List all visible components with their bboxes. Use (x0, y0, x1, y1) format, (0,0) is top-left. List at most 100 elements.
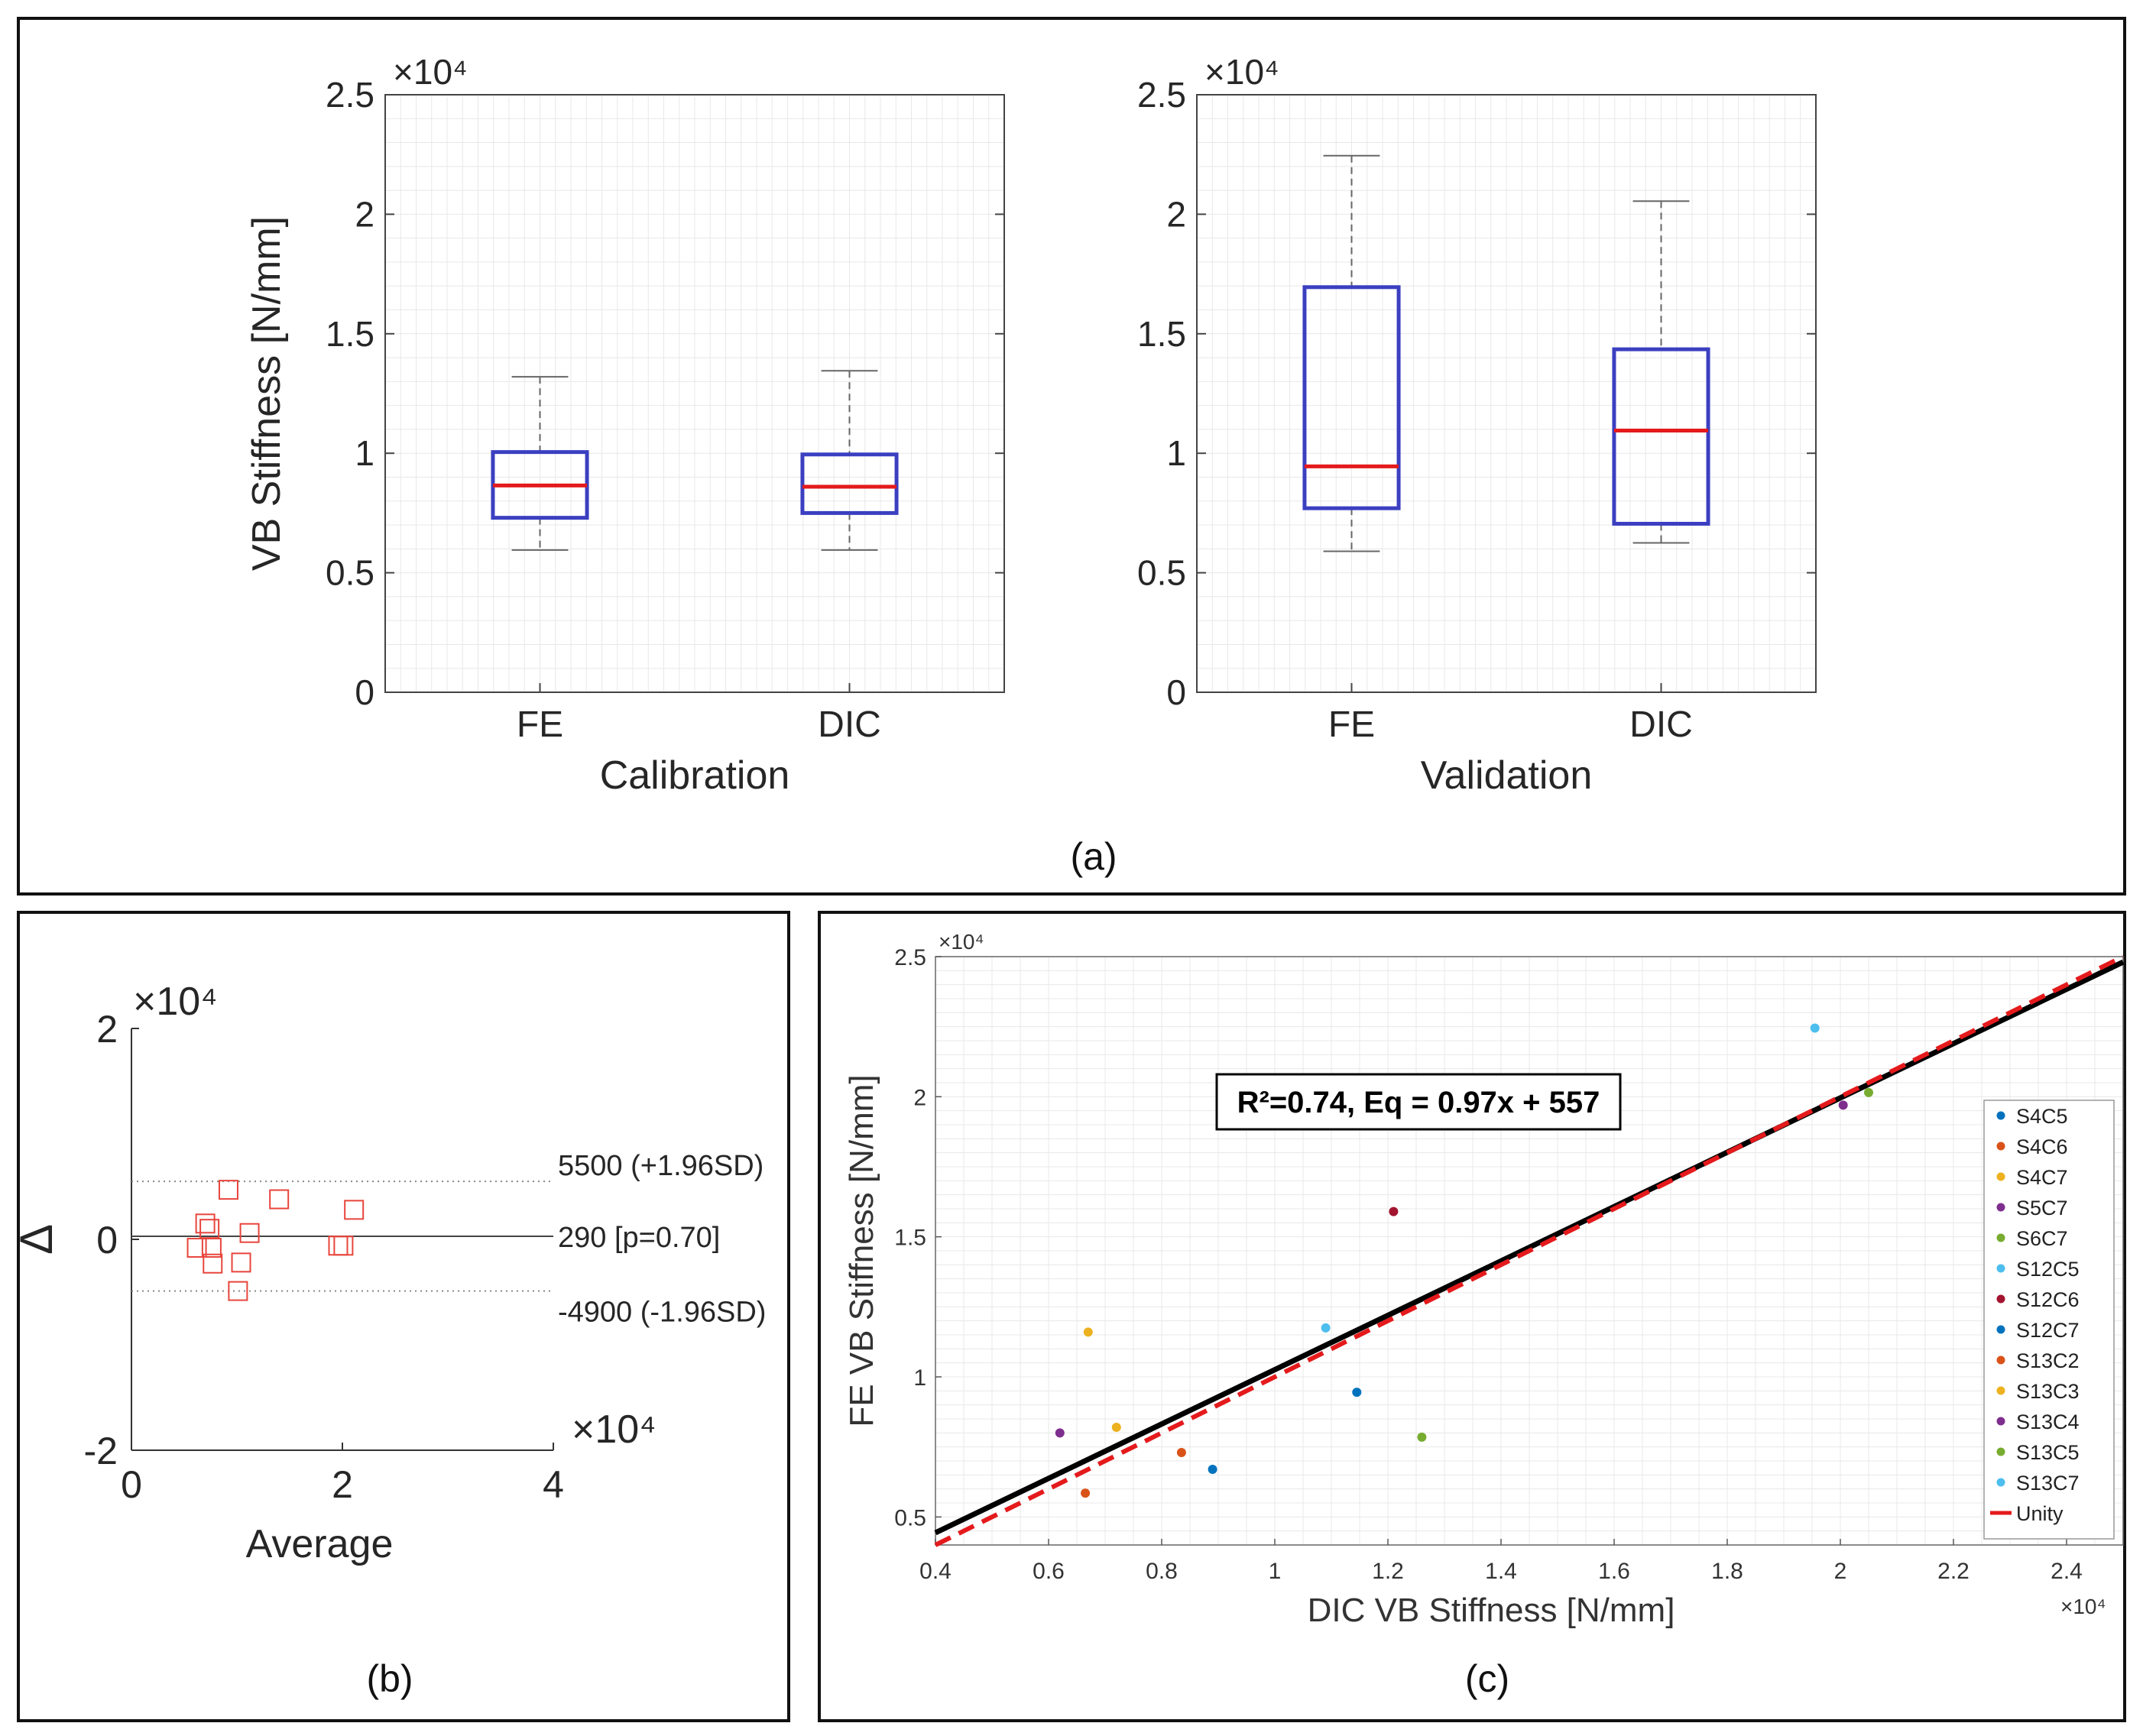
reference-line-label: 290 [p=0.70] (558, 1222, 720, 1254)
y-tick-label: -2 (84, 1430, 118, 1472)
y-tick-label: 0.5 (894, 1505, 926, 1530)
axis-exponent: ×10⁴ (1204, 52, 1279, 92)
data-point-square (239, 1223, 260, 1243)
x-tick-label: 0.4 (919, 1559, 952, 1584)
data-point (1810, 1023, 1820, 1033)
legend-entry: S13C2 (2016, 1349, 2080, 1372)
legend-marker (1996, 1478, 2005, 1487)
data-point (1081, 1488, 1091, 1498)
data-point (1176, 1448, 1186, 1457)
y-tick-label: 1 (913, 1365, 926, 1391)
data-point-square (231, 1252, 251, 1273)
y-tick-label: 0 (1166, 672, 1186, 712)
data-point-square (203, 1253, 223, 1274)
legend-marker (1996, 1172, 2005, 1181)
boxplot-calibration: 0 0.5 1 1.5 2 2.5 ×10⁴ FE DIC Calibration VB Stiff… (245, 52, 1005, 798)
correlation-scatter-plot: 0.4 0.6 0.8 1 1.2 1.4 1.6 1.8 2 2.2 2.4 0.5 1 1.5 2 2.5… (843, 930, 2125, 1629)
axes-frame (935, 956, 2124, 1546)
x-axis-label: Calibration (600, 753, 790, 798)
x-axis-label: DIC VB Stiffness [N/mm] (1308, 1592, 1675, 1629)
x-tick-label: 2 (1834, 1559, 1847, 1584)
x-tick-label: FE (517, 704, 563, 745)
data-point-square (218, 1180, 238, 1200)
x-tick-label: 1.8 (1711, 1559, 1743, 1584)
y-axis-label: Δ (11, 1224, 62, 1255)
legend-entry: S13C7 (2016, 1472, 2080, 1495)
y-axis-exponent: ×10⁴ (133, 980, 218, 1024)
data-point (1838, 1100, 1848, 1110)
box-iqr (1612, 347, 1710, 526)
panel-label-c: (c) (1465, 1657, 1509, 1700)
panel-b: -2 0 2 0 2 4 ×10⁴ ×10⁴ Average Δ 5500 (+1.96SD) 290… (11, 911, 790, 1722)
x-tick-label: 1.4 (1485, 1559, 1517, 1584)
data-point-square (333, 1236, 354, 1256)
x-tick-label: 4 (543, 1463, 564, 1506)
y-tick-label: 0.5 (1137, 553, 1186, 593)
data-point-square (344, 1200, 365, 1220)
legend-marker (1996, 1386, 2005, 1395)
x-tick-label: FE (1328, 704, 1375, 745)
x-tick-label: DIC (818, 704, 881, 745)
y-tick-label: 2 (1166, 194, 1186, 234)
x-tick-label: 1.6 (1598, 1559, 1630, 1584)
box-iqr (800, 452, 899, 515)
reference-line-label: -4900 (-1.96SD) (558, 1297, 766, 1329)
legend-entry: S4C6 (2016, 1135, 2068, 1158)
y-axis-label: FE VB Stiffness [N/mm] (843, 1074, 880, 1427)
data-point-square (199, 1219, 220, 1239)
x-axis-label: Average (246, 1522, 394, 1566)
legend-box (1983, 1100, 2115, 1540)
legend-entry: S4C5 (2016, 1105, 2068, 1128)
data-point-square (328, 1236, 349, 1256)
y-axis-exponent: ×10⁴ (939, 930, 984, 954)
legend-marker (1996, 1111, 2005, 1120)
data-point (1208, 1465, 1217, 1474)
data-point-square (201, 1238, 222, 1258)
y-tick-label: 2 (96, 1008, 118, 1051)
panel-label-b: (b) (366, 1657, 413, 1700)
y-tick-label: 2.5 (326, 75, 374, 115)
x-axis-exponent: ×10⁴ (2060, 1595, 2106, 1618)
legend-marker (1996, 1325, 2005, 1334)
legend-entry: S5C7 (2016, 1197, 2068, 1219)
legend-entry: S12C6 (2016, 1288, 2080, 1311)
legend-entry: S12C5 (2016, 1258, 2080, 1281)
x-axis-label: Validation (1421, 753, 1593, 798)
x-tick-label: 2.2 (1937, 1559, 1970, 1584)
annotation-text: R²=0.74, Eq = 0.97x + 557 (1237, 1086, 1600, 1119)
legend-entry: S13C4 (2016, 1410, 2080, 1433)
legend-entry: Unity (2016, 1502, 2064, 1525)
axes-frame (384, 94, 1005, 693)
data-point (1321, 1323, 1331, 1333)
x-tick-label: 0.8 (1146, 1559, 1178, 1584)
y-tick-label: 0.5 (326, 553, 374, 593)
y-tick-label: 2 (913, 1085, 926, 1110)
box-iqr (1302, 285, 1401, 510)
legend-marker (1996, 1294, 2005, 1304)
y-tick-label: 2.5 (894, 945, 926, 970)
legend-marker (1996, 1355, 2005, 1365)
axes-frame (1196, 94, 1817, 693)
legend-entry: S4C7 (2016, 1166, 2068, 1189)
x-tick-label: 2 (332, 1463, 353, 1506)
legend-entry: S13C5 (2016, 1441, 2080, 1464)
boxplot-figure: 0 0.5 1 1.5 2 2.5 ×10⁴ FE DIC Calibration VB Stiff… (245, 52, 1817, 878)
y-tick-label: 1.5 (1137, 314, 1186, 354)
data-point-square (195, 1213, 216, 1234)
legend-marker (1996, 1447, 2005, 1456)
data-point (1864, 1087, 1873, 1097)
scatter-figure: 0.4 0.6 0.8 1 1.2 1.4 1.6 1.8 2 2.2 2.4 0.5 1 1.5 2 2.5… (843, 930, 2125, 1700)
y-tick-label: 1.5 (894, 1226, 926, 1251)
data-point (1055, 1428, 1065, 1438)
legend-entry: S6C7 (2016, 1227, 2068, 1250)
panel-a: 0 0.5 1 1.5 2 2.5 ×10⁴ FE DIC Calibration VB Stiff… (17, 17, 2126, 896)
y-tick-label: 1 (355, 433, 374, 473)
x-tick-label: DIC (1629, 704, 1693, 745)
reference-line-label: 5500 (+1.96SD) (558, 1150, 764, 1182)
annotation-box (1215, 1073, 1622, 1131)
data-point-square (228, 1281, 248, 1301)
data-point (1389, 1206, 1399, 1216)
legend-marker (1996, 1142, 2005, 1151)
